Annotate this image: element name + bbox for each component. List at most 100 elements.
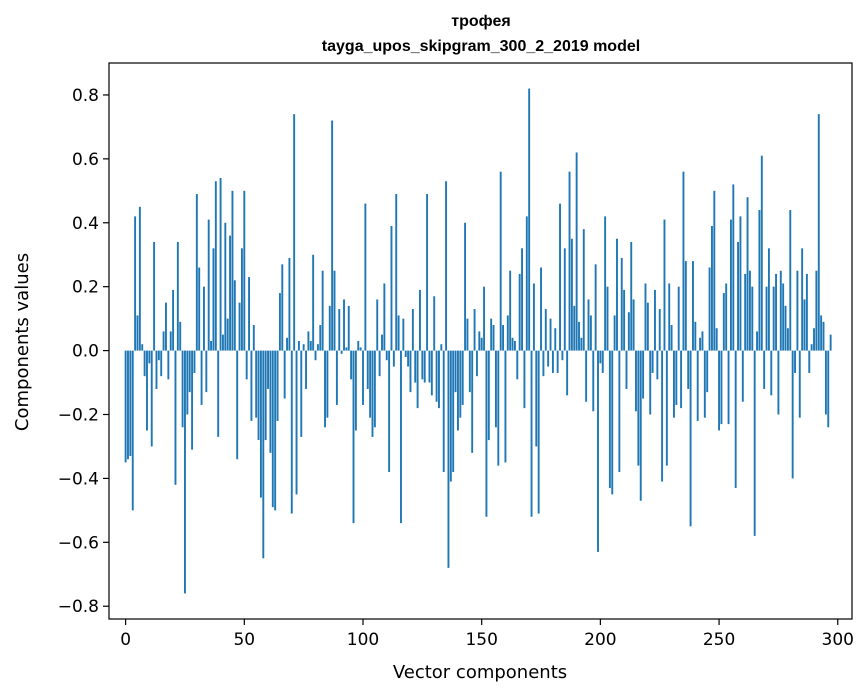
bar-27: [188, 350, 191, 393]
bar-250: [718, 350, 721, 431]
bar-47: [236, 350, 239, 460]
bar-160: [504, 350, 507, 463]
bar-166: [518, 273, 521, 351]
bar-180: [551, 350, 554, 373]
bar-270: [765, 286, 768, 351]
bar-22: [176, 241, 179, 351]
bar-260: [741, 350, 744, 402]
bar-126: [423, 350, 426, 383]
bar-55: [255, 350, 258, 418]
bar-63: [274, 350, 277, 511]
bar-77: [307, 331, 310, 351]
bar-241: [696, 350, 699, 421]
bar-34: [205, 350, 208, 393]
bar-131: [435, 350, 438, 402]
bar-108: [381, 334, 383, 351]
bar-194: [585, 350, 588, 402]
bar-176: [542, 350, 545, 377]
bar-123: [416, 350, 419, 409]
bar-53: [250, 350, 253, 421]
bar-291: [815, 270, 818, 351]
bar-128: [428, 350, 431, 383]
bar-292: [817, 114, 820, 351]
bar-280: [789, 209, 792, 351]
bar-29: [193, 350, 196, 373]
bar-24: [181, 350, 184, 428]
bar-200: [599, 350, 602, 364]
bar-295: [824, 350, 827, 415]
bar-288: [808, 350, 811, 373]
bar-59: [264, 350, 267, 441]
bar-99: [359, 347, 362, 351]
bar-232: [675, 350, 678, 405]
bar-186: [566, 350, 569, 396]
bar-125: [421, 350, 424, 380]
bar-113: [392, 350, 395, 367]
chart-subtitle: tayga_upos_skipgram_300_2_2019 model: [322, 38, 640, 55]
bar-81: [316, 344, 319, 351]
bar-170: [528, 88, 531, 351]
bar-144: [466, 318, 469, 351]
bar-90: [338, 309, 341, 351]
bar-78: [309, 341, 312, 351]
bar-48: [238, 302, 241, 351]
bar-159: [502, 325, 504, 351]
bar-80: [314, 350, 317, 361]
bar-235: [682, 171, 685, 351]
bar-227: [663, 219, 666, 351]
bar-272: [770, 350, 773, 396]
bar-233: [677, 286, 680, 351]
bar-276: [779, 270, 782, 351]
bar-105: [373, 350, 376, 428]
bar-208: [618, 350, 621, 473]
bar-285: [801, 248, 804, 351]
bar-93: [345, 347, 348, 351]
bar-173: [535, 350, 538, 447]
bar-254: [727, 350, 730, 425]
bar-68: [286, 337, 288, 351]
bar-122: [414, 350, 417, 383]
bar-104: [371, 350, 374, 437]
bar-143: [464, 222, 467, 351]
bar-82: [319, 325, 322, 351]
bar-240: [694, 321, 697, 351]
x-tick-label-50: 50: [233, 630, 255, 650]
bar-192: [580, 337, 583, 351]
bar-88: [333, 270, 336, 351]
bar-293: [820, 315, 823, 351]
bar-147: [473, 309, 476, 351]
bar-230: [670, 325, 673, 351]
bar-18: [167, 350, 170, 380]
bar-139: [454, 350, 457, 393]
bar-135: [445, 181, 448, 351]
bar-174: [537, 350, 540, 514]
y-tick-label-3: −0.2: [58, 405, 99, 425]
bar-154: [490, 318, 493, 351]
chart-title: трофея: [451, 13, 510, 30]
bar-274: [775, 273, 777, 351]
x-tick-label-100: 100: [347, 630, 379, 650]
bar-14: [157, 350, 160, 361]
bar-23: [179, 321, 182, 351]
bar-211: [625, 350, 628, 389]
bar-207: [616, 238, 618, 351]
x-tick-label-300: 300: [822, 630, 854, 650]
bar-65: [278, 293, 281, 351]
bar-114: [395, 194, 398, 351]
bar-69: [288, 257, 291, 351]
bar-182: [556, 350, 559, 373]
bar-267: [758, 209, 761, 351]
bar-156: [494, 350, 497, 428]
bar-169: [525, 216, 528, 351]
bar-172: [532, 283, 535, 351]
bar-117: [402, 318, 405, 351]
bar-13: [155, 350, 158, 389]
bar-71: [293, 114, 296, 351]
bar-121: [411, 309, 414, 351]
bar-228: [665, 350, 668, 466]
bar-223: [654, 289, 656, 351]
bar-268: [760, 155, 763, 351]
bar-58: [262, 350, 265, 559]
bar-264: [751, 286, 754, 351]
